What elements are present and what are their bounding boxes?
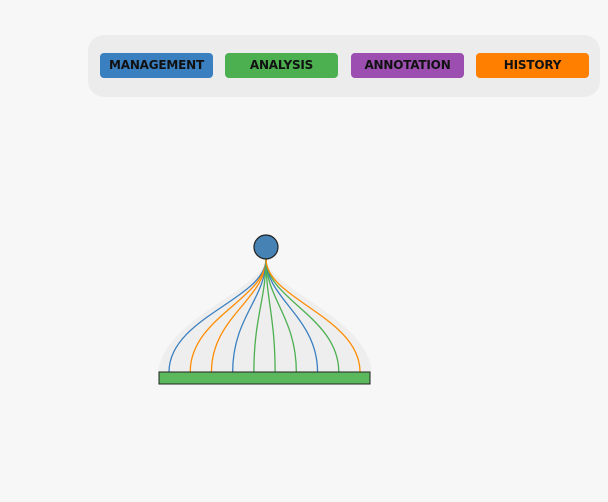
link-edge[interactable]: [210, 258, 267, 373]
source-node[interactable]: [253, 234, 279, 260]
link-edge[interactable]: [189, 258, 267, 373]
analysis-button[interactable]: ANALYSIS: [225, 53, 338, 78]
annotation-button[interactable]: ANNOTATION: [351, 53, 464, 78]
fan-background: [158, 262, 372, 372]
mode-toolbar: MANAGEMENT ANALYSIS ANNOTATION HISTORY: [88, 35, 600, 97]
link-edge[interactable]: [253, 258, 267, 373]
management-button[interactable]: MANAGEMENT: [100, 53, 213, 78]
history-button[interactable]: HISTORY: [476, 53, 589, 78]
link-group: [168, 258, 361, 373]
link-edge[interactable]: [232, 258, 267, 373]
link-edge[interactable]: [265, 258, 361, 373]
target-bar[interactable]: [158, 371, 371, 385]
link-edge[interactable]: [168, 258, 267, 373]
